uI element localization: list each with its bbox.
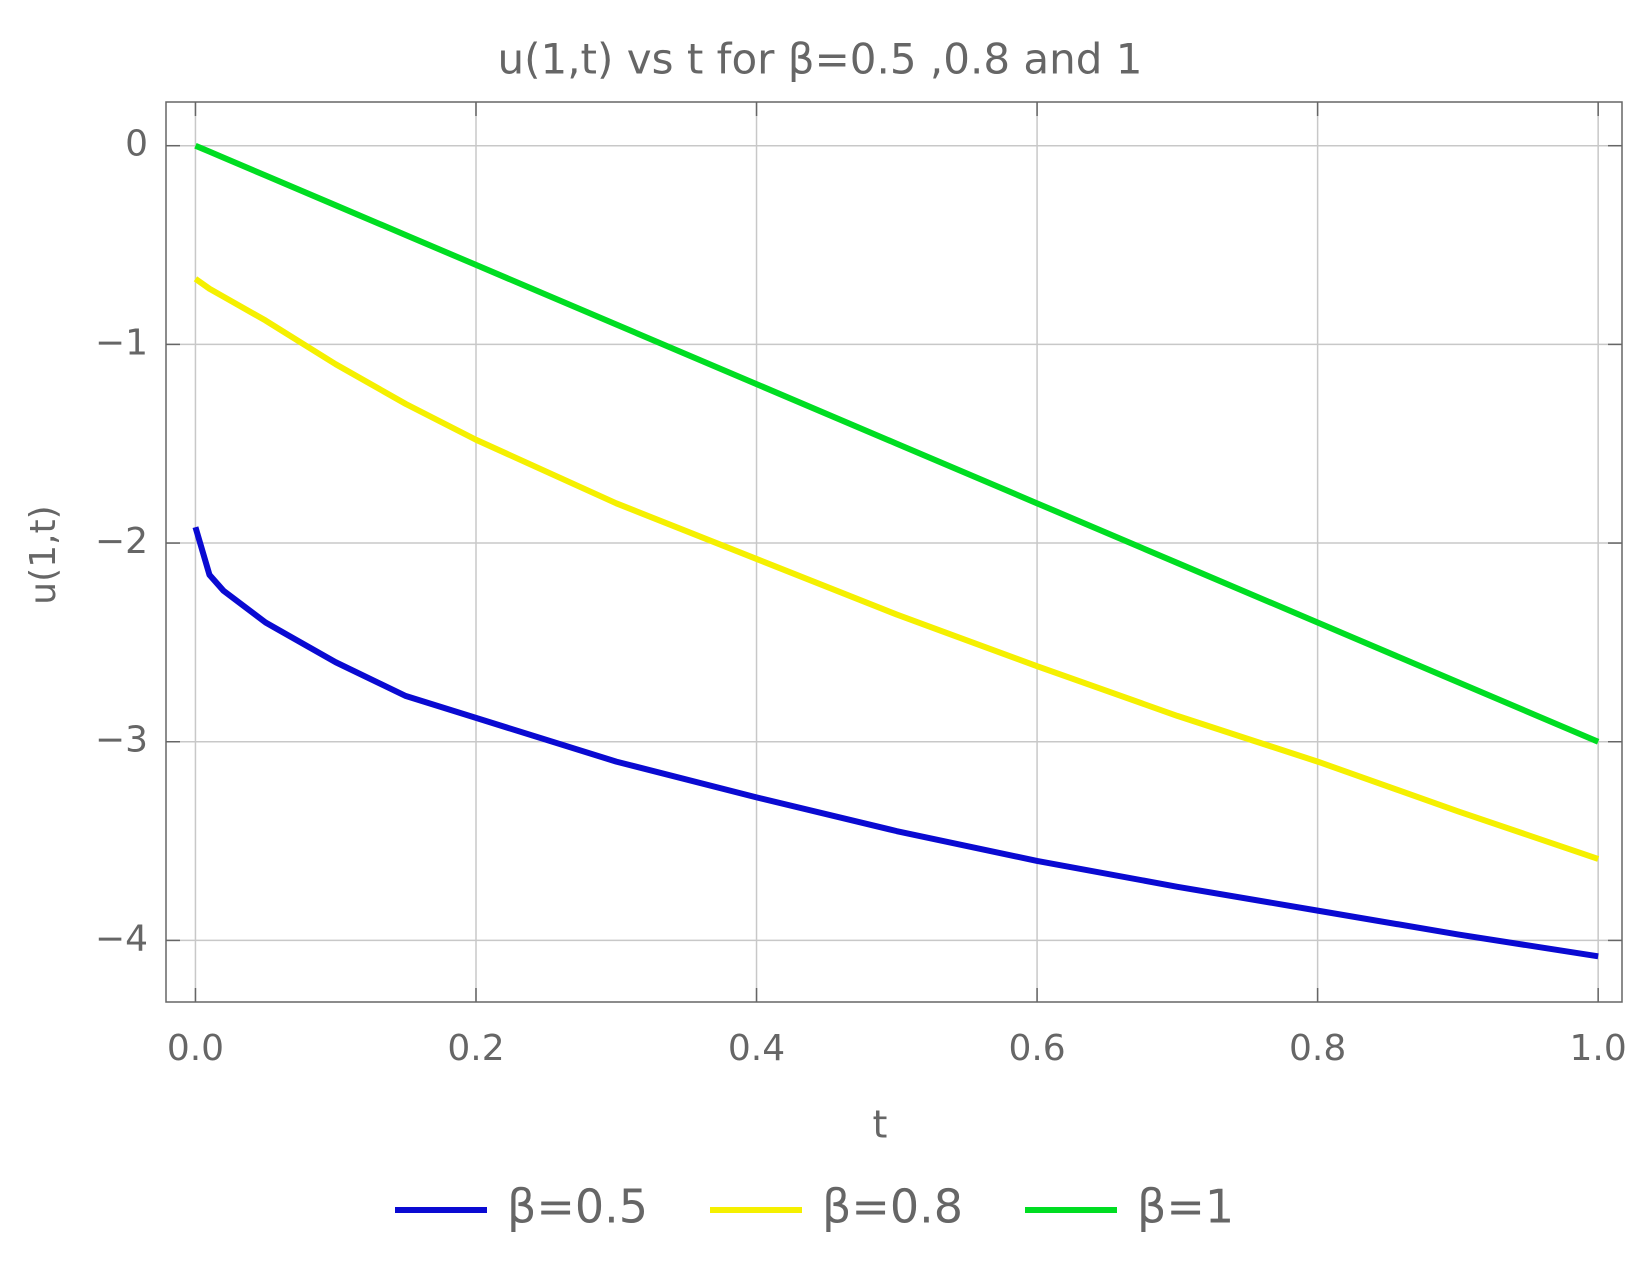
legend-label: β=0.5 — [507, 1180, 648, 1234]
chart-title: u(1,t) vs t for β=0.5 ,0.8 and 1 — [497, 35, 1142, 84]
y-tick-label: −1 — [95, 322, 148, 363]
series-line — [193, 276, 1600, 862]
x-tick-label: 0.6 — [1008, 1028, 1065, 1069]
y-tick-label: −2 — [95, 521, 148, 562]
x-tick-label: 0.4 — [728, 1028, 785, 1069]
x-tick-label: 0.8 — [1289, 1028, 1346, 1069]
x-tick-label: 1.0 — [1570, 1028, 1627, 1069]
x-axis-label: t — [873, 1103, 888, 1147]
y-tick-label: −3 — [95, 720, 148, 761]
x-tick-label: 0.0 — [167, 1028, 224, 1069]
y-tick-label: −4 — [95, 918, 148, 959]
plot-frame — [165, 101, 1623, 1003]
series-line — [192, 526, 1599, 960]
legend-label: β=0.8 — [822, 1180, 963, 1234]
x-tick-label: 0.2 — [447, 1028, 504, 1069]
y-tick-label: 0 — [125, 124, 148, 165]
series-line — [194, 142, 1600, 745]
y-axis-label: u(1,t) — [23, 505, 64, 604]
legend-label: β=1 — [1137, 1180, 1234, 1234]
